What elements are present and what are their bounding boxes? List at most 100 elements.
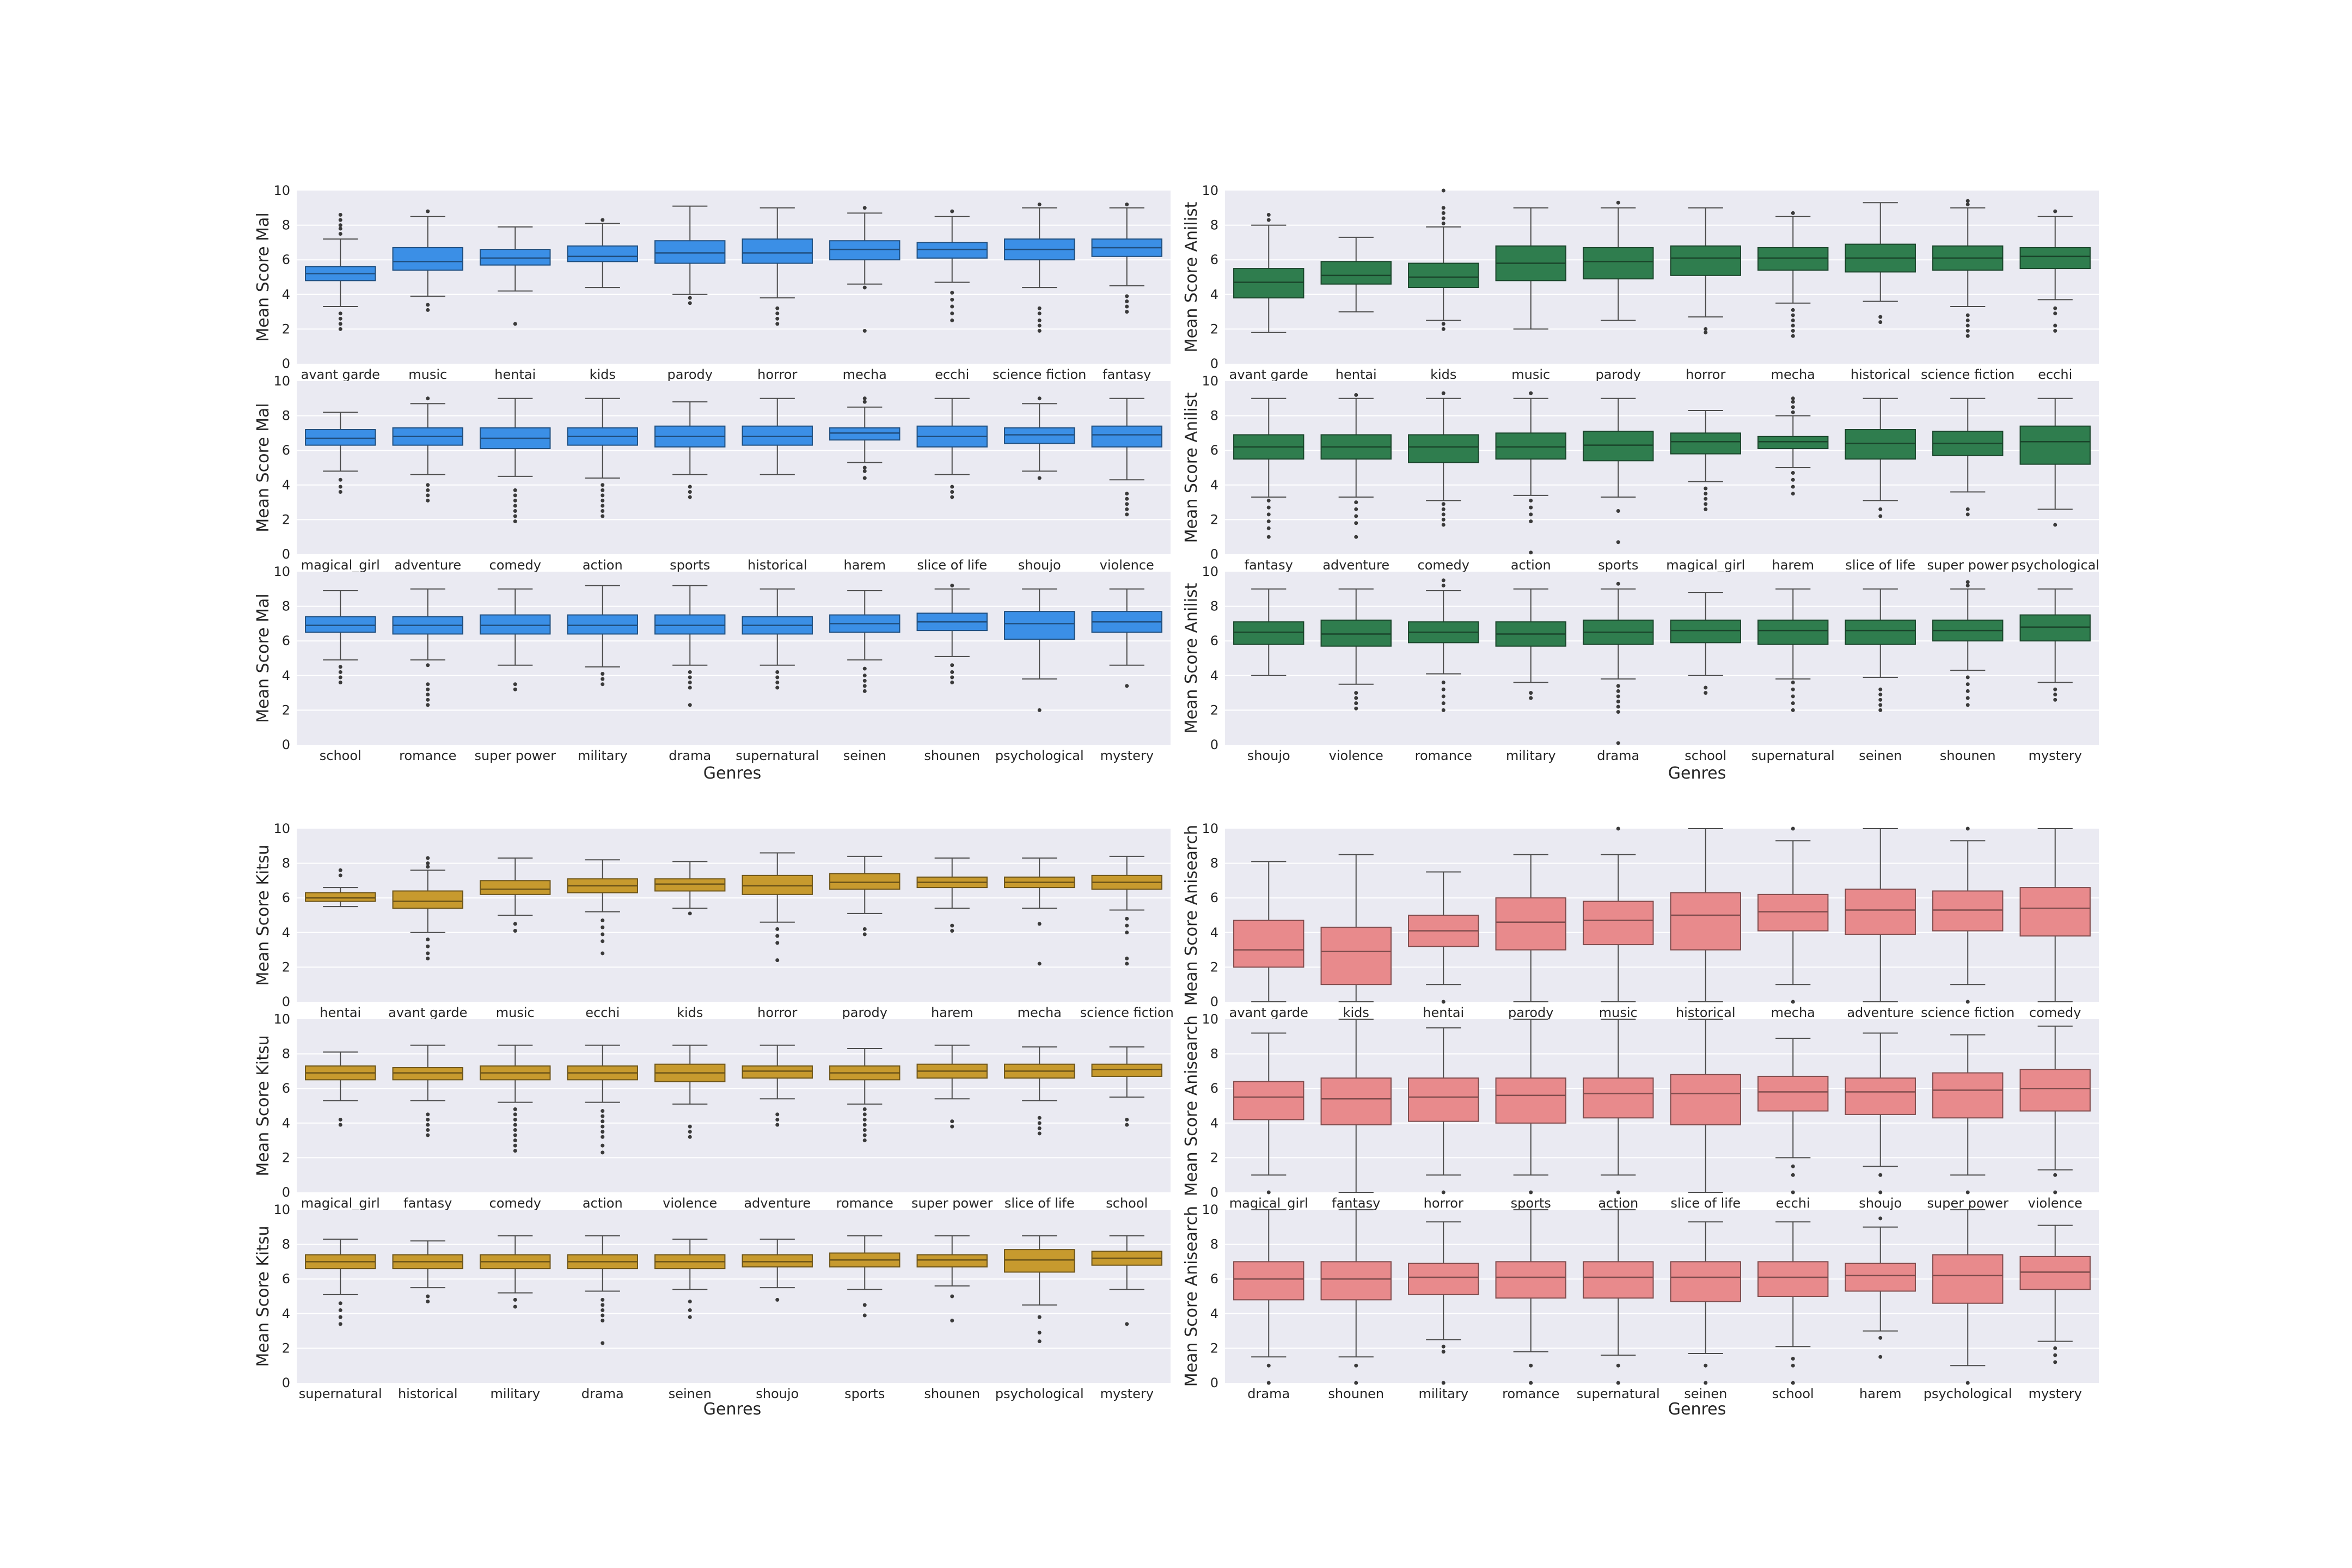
- box-mystery: [1091, 1235, 1162, 1326]
- box-iqr: [1408, 1263, 1479, 1295]
- y-tick-label: 2: [1210, 702, 1218, 718]
- outlier-point: [426, 483, 430, 487]
- outlier-point: [426, 861, 430, 866]
- outlier-point: [426, 951, 430, 955]
- box-iqr: [1004, 427, 1075, 444]
- outlier-point: [1037, 476, 1042, 480]
- x-tick-label: kids: [677, 1005, 703, 1020]
- box-mecha: [829, 206, 901, 333]
- y-tick-label: 8: [1210, 1237, 1218, 1252]
- outlier-point: [1791, 1356, 1795, 1361]
- outlier-point: [1037, 1121, 1042, 1125]
- outlier-point: [426, 1117, 430, 1122]
- box-psychological: [1932, 1209, 2004, 1385]
- box-iqr: [480, 614, 551, 635]
- outlier-point: [775, 1123, 780, 1127]
- y-tick-label: 2: [1210, 1150, 1218, 1165]
- y-tick-label: 2: [282, 512, 290, 527]
- outlier-point: [1878, 697, 1883, 702]
- plot-background: [297, 572, 1171, 745]
- box-iqr: [1757, 247, 1829, 271]
- outlier-point: [1441, 221, 1445, 225]
- outlier-point: [1037, 708, 1042, 712]
- outlier-point: [1354, 507, 1358, 511]
- y-tick-label: 4: [282, 668, 290, 683]
- y-tick-label: 0: [282, 1185, 290, 1200]
- outlier-point: [601, 488, 605, 492]
- outlier-point: [688, 490, 692, 494]
- x-tick-label: mystery: [2029, 748, 2082, 763]
- x-tick-label: shoujo: [1859, 1196, 1902, 1211]
- y-tick-label: 2: [1210, 321, 1218, 336]
- outlier-point: [1704, 685, 1708, 690]
- outlier-point: [1441, 708, 1445, 712]
- y-tick-label: 4: [282, 925, 290, 940]
- outlier-point: [1266, 498, 1271, 503]
- box-kids: [567, 218, 638, 289]
- outlier-point: [426, 1300, 430, 1304]
- x-tick-label: shounen: [924, 1386, 980, 1401]
- box-ecchi: [916, 209, 988, 322]
- y-tick-label: 8: [1210, 218, 1218, 233]
- box-iqr: [1495, 432, 1566, 460]
- outlier-point: [1529, 1381, 1533, 1385]
- x-tick-label: seinen: [1684, 1386, 1727, 1401]
- outlier-point: [2053, 693, 2057, 697]
- x-tick-label: parody: [667, 367, 713, 382]
- outlier-point: [513, 1128, 517, 1132]
- outlier-point: [1791, 687, 1795, 691]
- outlier-point: [1354, 706, 1358, 710]
- box-iqr: [654, 878, 726, 892]
- outlier-point: [1878, 687, 1883, 691]
- y-tick-label: 8: [1210, 1046, 1218, 1062]
- y-tick-label: 6: [1210, 252, 1218, 267]
- outlier-point: [950, 485, 954, 489]
- box-action: [1495, 391, 1566, 555]
- x-tick-label: violence: [663, 1196, 717, 1211]
- box-romance: [1495, 1209, 1566, 1385]
- outlier-point: [513, 1107, 517, 1111]
- outlier-point: [426, 1112, 430, 1117]
- x-tick-label: violence: [1329, 748, 1383, 763]
- box-iqr: [654, 614, 726, 635]
- outlier-point: [1266, 526, 1271, 530]
- box-shounen: [1320, 1209, 1392, 1385]
- y-tick-label: 4: [1210, 925, 1218, 940]
- y-tick-label: 2: [282, 321, 290, 336]
- y-tick-label: 10: [273, 821, 290, 836]
- box-iqr: [1757, 1261, 1829, 1297]
- y-tick-label: 2: [282, 959, 290, 975]
- x-tick-label: drama: [669, 748, 711, 763]
- x-tick-label: fantasy: [1102, 367, 1151, 382]
- x-axis-label-top-right: Genres: [1668, 764, 1726, 783]
- x-tick-label: ecchi: [585, 1005, 620, 1020]
- outlier-point: [1441, 206, 1445, 210]
- outlier-point: [338, 226, 342, 231]
- outlier-point: [601, 951, 605, 955]
- outlier-point: [338, 1308, 342, 1312]
- outlier-point: [1125, 492, 1129, 496]
- outlier-point: [513, 519, 517, 524]
- outlier-point: [1529, 505, 1533, 510]
- outlier-point: [862, 329, 867, 333]
- x-tick-label: school: [1685, 748, 1726, 763]
- outlier-point: [688, 670, 692, 674]
- x-tick-label: harem: [931, 1005, 973, 1020]
- box-iqr: [1670, 892, 1741, 951]
- x-tick-label: harem: [1859, 1386, 1901, 1401]
- outlier-point: [1441, 1350, 1445, 1354]
- box-historical: [1670, 828, 1741, 1002]
- x-tick-label: mecha: [1771, 1005, 1815, 1020]
- x-tick-label: romance: [1502, 1386, 1559, 1401]
- box-fantasy: [1233, 397, 1304, 539]
- y-tick-label: 0: [1210, 994, 1218, 1009]
- x-tick-label: slice of life: [1004, 1196, 1075, 1211]
- box-parody: [829, 855, 901, 936]
- outlier-point: [1704, 327, 1708, 331]
- outlier-point: [950, 318, 954, 322]
- x-tick-label: romance: [836, 1196, 893, 1211]
- y-tick-label: 4: [282, 1116, 290, 1131]
- box-iqr: [1583, 247, 1654, 280]
